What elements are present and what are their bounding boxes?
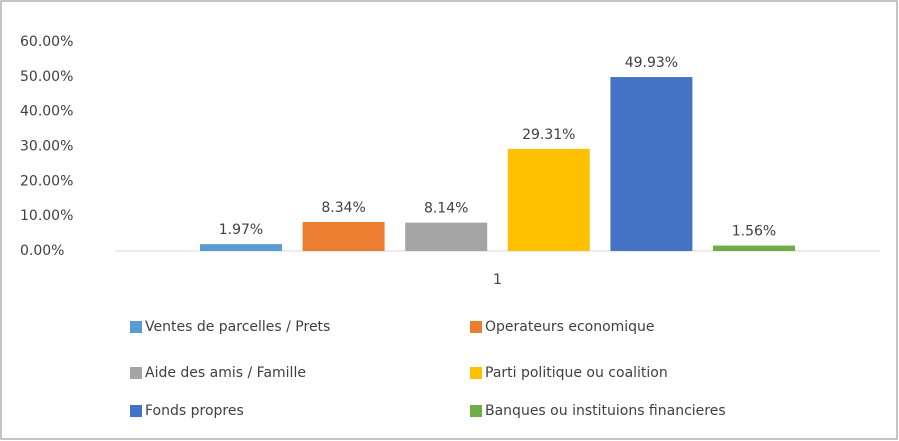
legend-swatch	[130, 405, 142, 417]
value-label: 29.31%	[522, 127, 575, 143]
value-label: 1.56%	[732, 224, 776, 240]
bar	[507, 148, 590, 251]
legend-label: Ventes de parcelles / Prets	[145, 319, 330, 335]
legend-label: Fonds propres	[145, 403, 244, 419]
legend-swatch	[130, 321, 142, 333]
bar	[302, 221, 385, 251]
y-tick-label: 50.00%	[20, 69, 73, 85]
legend-swatch	[470, 405, 482, 417]
value-label: 49.93%	[625, 55, 678, 71]
y-tick-label: 30.00%	[20, 139, 73, 155]
value-label: 8.34%	[321, 200, 365, 216]
bar	[405, 222, 488, 251]
value-label: 1.97%	[219, 222, 263, 238]
legend-swatch	[470, 321, 482, 333]
legend-swatch	[130, 367, 142, 379]
x-tick-label: 1	[493, 272, 502, 288]
legend-label: Aide des amis / Famille	[145, 365, 306, 381]
y-tick-label: 40.00%	[20, 104, 73, 120]
legend-swatch	[470, 367, 482, 379]
bar	[713, 245, 795, 251]
bar	[200, 244, 282, 251]
bar	[610, 77, 693, 251]
y-tick-label: 10.00%	[20, 208, 73, 224]
y-tick-label: 60.00%	[20, 34, 73, 50]
legend-label: Banques ou instituions financieres	[485, 403, 726, 419]
value-label: 8.14%	[424, 201, 468, 217]
legend-label: Operateurs economique	[485, 319, 655, 335]
y-tick-label: 0.00%	[20, 243, 64, 259]
y-tick-label: 20.00%	[20, 173, 73, 189]
legend-label: Parti politique ou coalition	[485, 365, 668, 381]
